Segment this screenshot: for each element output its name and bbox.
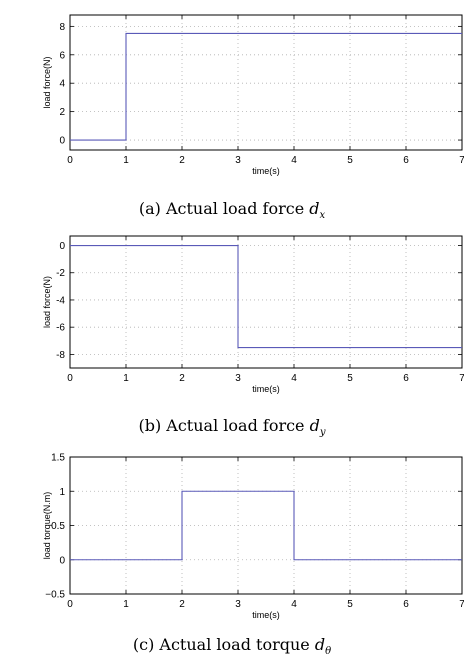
chart-1-x-tick-label: 4	[291, 155, 297, 166]
chart-2-x-tick-label: 6	[403, 373, 409, 384]
chart-1-x-tick-label: 3	[235, 155, 241, 166]
chart-2-x-tick-label: 4	[291, 373, 297, 384]
chart-2-y-tick-label: -2	[56, 268, 65, 279]
chart-3-y-tick-label: 0.5	[51, 521, 65, 532]
chart-1-plot-frame	[69, 14, 463, 151]
chart-3-x-tick-label: 4	[291, 599, 297, 610]
chart-2-y-tick-label: -4	[56, 295, 65, 306]
chart-2-y-tick-label: 0	[59, 241, 65, 252]
chart-1-y-tick-label: 8	[59, 22, 65, 33]
chart-2-x-axis-label: time(s)	[252, 384, 280, 394]
chart-1-y-tick-label: 0	[59, 136, 65, 147]
chart-1-caption-text: Actual load force	[165, 199, 309, 218]
chart-1-x-tick-label: 0	[67, 155, 73, 166]
chart-2-caption-text: Actual load force	[165, 416, 309, 435]
chart-2-x-tick-label: 7	[459, 373, 464, 384]
chart-1-caption-symbol: d	[309, 199, 319, 218]
chart-2-y-axis-label: load force(N)	[42, 276, 52, 328]
chart-2-x-tick-label: 2	[179, 373, 185, 384]
chart-2-x-tick-label: 0	[67, 373, 73, 384]
chart-3-x-tick-label: 2	[179, 599, 185, 610]
chart-3-x-axis-label: time(s)	[252, 610, 280, 620]
chart-2-y-tick-label: -8	[56, 350, 65, 361]
chart-3-x-tick-label: 1	[123, 599, 129, 610]
chart-3-caption-text: Actual load torque	[158, 635, 314, 654]
chart-1-series-line	[70, 32, 462, 141]
chart-3-y-axis-label: load torque(N.m)	[42, 492, 52, 560]
chart-1-y-tick-label: 2	[59, 107, 65, 118]
chart-3-x-tick-label: 7	[459, 599, 464, 610]
chart-2-caption-prefix: (b)	[138, 416, 166, 435]
chart-2-series-line	[70, 244, 462, 349]
chart-1-caption-prefix: (a)	[139, 199, 166, 218]
chart-1-y-tick-label: 4	[59, 79, 65, 90]
chart-1-x-tick-label: 5	[347, 155, 353, 166]
chart-2-x-tick-label: 1	[123, 373, 129, 384]
chart-3-x-tick-label: 0	[67, 599, 73, 610]
chart-3-series-line	[70, 490, 462, 561]
chart-1-caption: (a) Actual load force dx	[139, 199, 326, 221]
chart-3-caption: (c) Actual load torque dθ	[133, 635, 331, 657]
chart-3-y-tick-label: 0	[59, 555, 65, 566]
chart-2: 0 1 2 3 4 5 6 7 0 -2 -4 -6 -8 time(s) load force(N) (b)…	[42, 235, 464, 438]
chart-3-caption-subscript: θ	[325, 646, 331, 657]
chart-3-y-tick-label: 1	[59, 487, 65, 498]
chart-3-x-tick-label: 5	[347, 599, 353, 610]
chart-3-y-tick-label: 1.5	[51, 453, 65, 464]
chart-2-caption-symbol: d	[310, 416, 320, 435]
chart-2-caption: (b) Actual load force dy	[138, 416, 325, 438]
chart-2-x-tick-label: 5	[347, 373, 353, 384]
chart-3-caption-prefix: (c)	[133, 635, 160, 654]
chart-1-x-axis-label: time(s)	[252, 166, 280, 176]
chart-1-x-tick-label: 7	[459, 155, 464, 166]
chart-3-caption-symbol: d	[315, 635, 325, 654]
chart-1-x-tick-label: 2	[179, 155, 185, 166]
chart-3-x-tick-label: 6	[403, 599, 409, 610]
chart-3-y-tick-label: −0.5	[45, 590, 65, 601]
chart-1-y-tick-label: 6	[59, 50, 65, 61]
chart-1-y-axis-label: load force(N)	[42, 56, 52, 108]
chart-2-x-tick-label: 3	[235, 373, 241, 384]
chart-2-plot-frame	[69, 235, 463, 369]
chart-1-caption-subscript: x	[320, 210, 326, 221]
chart-2-y-tick-label: -6	[56, 323, 65, 334]
chart-3-x-tick-label: 3	[235, 599, 241, 610]
chart-1-x-tick-label: 6	[403, 155, 409, 166]
chart-2-caption-subscript: y	[319, 427, 326, 438]
chart-1: 0 1 2 3 4 5 6 7 0 2 4 6 8 time(s) load force(N) (a) Act…	[42, 14, 464, 221]
chart-1-x-tick-label: 1	[123, 155, 129, 166]
